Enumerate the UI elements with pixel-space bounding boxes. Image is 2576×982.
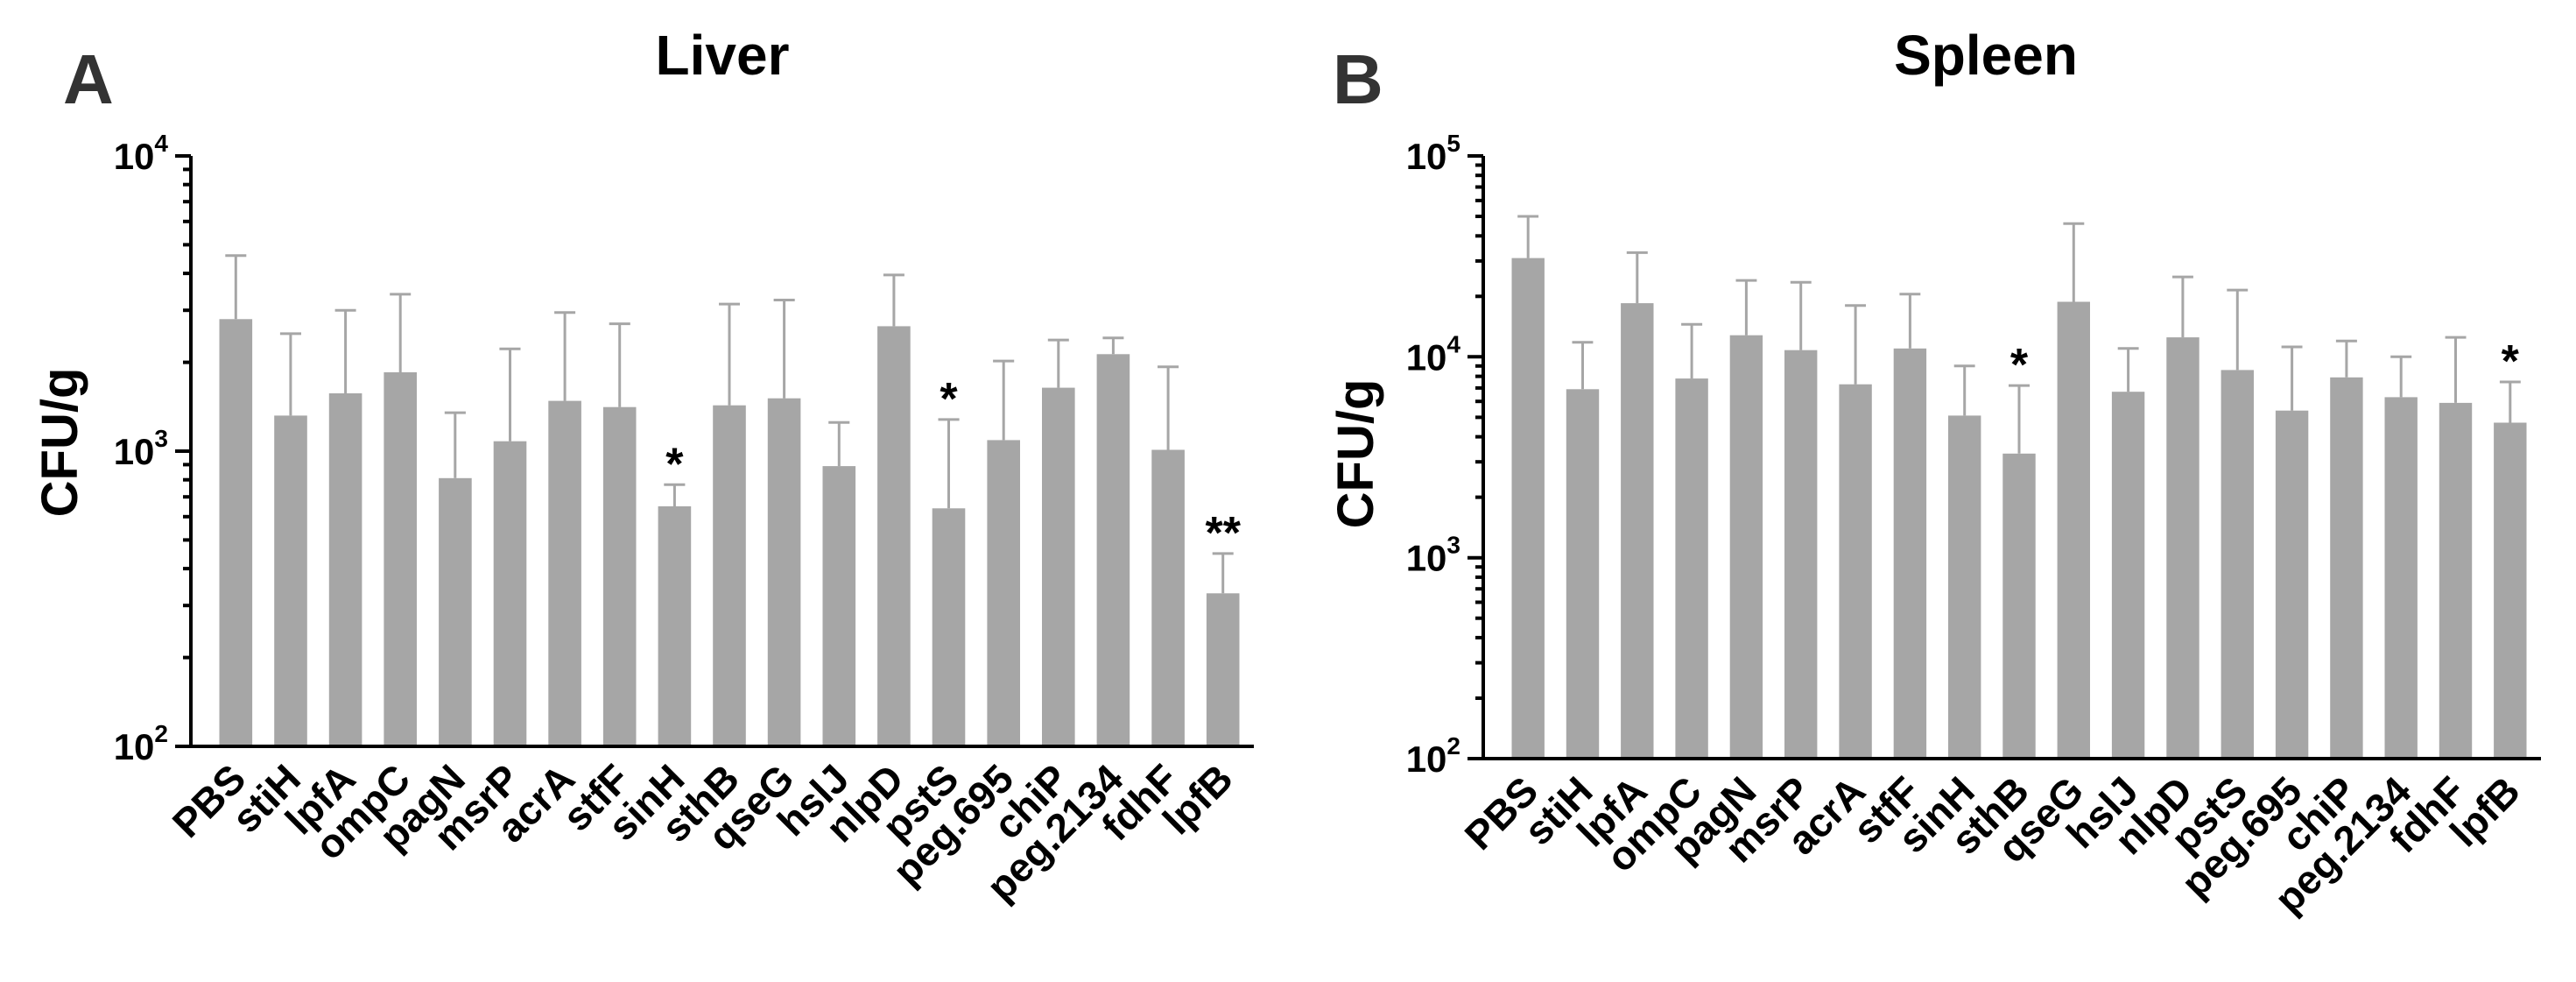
error-bar-liver-msrP [499,347,521,442]
error-bar-spleen-nlpD [2172,275,2193,338]
bar-spleen-pagN [1729,335,1763,759]
error-bar-spleen-stiH [1572,341,1594,390]
chart-title-liver: Liver [656,24,790,87]
error-bar-liver-hslJ [828,420,850,467]
bar-spleen-nlpD [2166,337,2199,759]
panel-letter-b: B [1333,40,1383,118]
error-bar-spleen-lpfA [1626,251,1648,304]
bar-liver-qseG [767,398,801,746]
y-tick-label-liver-10^4: 104 [114,130,169,177]
error-bar-liver-lpfB [1212,552,1234,594]
bar-spleen-fdhF [2439,402,2473,759]
bar-spleen-acrA [1839,384,1872,759]
error-bar-liver-sthB [719,302,740,406]
error-bar-liver-ompC [390,293,412,372]
significance-liver-sinH: * [665,439,684,490]
chart-title-spleen: Spleen [1894,24,2078,87]
bar-liver-pagN [439,477,472,746]
bar-liver-nlpD [877,326,911,746]
error-bar-liver-peg.2134 [1102,336,1124,355]
y-tick-label-spleen-10^5: 105 [1406,130,1460,177]
error-bar-spleen-lpfB [2499,380,2521,423]
error-bar-liver-chiP [1047,338,1069,388]
bar-spleen-chiP [2330,377,2363,759]
error-bar-liver-acrA [554,311,576,401]
panel-letter-a: A [63,40,114,118]
error-bar-spleen-PBS [1517,215,1539,258]
bar-spleen-PBS [1511,258,1545,759]
bar-spleen-ompC [1675,378,1708,759]
bar-liver-stiH [274,415,307,746]
error-bar-liver-qseG [773,299,795,399]
significance-spleen-sthB: * [2010,340,2029,391]
error-bar-spleen-msrP [1790,280,1812,350]
error-bar-spleen-qseG [2063,222,2085,302]
error-bar-spleen-fdhF [2445,336,2467,403]
y-tick-label-liver-10^2: 102 [114,720,168,767]
bar-liver-chiP [1042,387,1075,746]
error-bar-spleen-stfF [1899,293,1921,349]
bar-spleen-stiH [1566,389,1600,759]
error-bar-spleen-acrA [1845,304,1866,385]
bar-spleen-pstS [2221,370,2254,759]
bar-liver-stfF [602,406,637,746]
error-bar-spleen-sthB [2009,384,2030,454]
bar-liver-hslJ [822,466,856,746]
bar-spleen-peg.695 [2275,410,2309,759]
error-bar-liver-nlpD [883,273,904,327]
y-axis-title-spleen: CFU/g [1327,379,1384,529]
bar-spleen-hslJ [2111,392,2145,759]
error-bar-spleen-chiP [2335,339,2357,378]
panel-a: A Liver CFU/g PBSstiHlpfAompCpagNmsrPacr… [32,24,1254,909]
bar-spleen-lpfB [2494,422,2527,759]
error-bar-spleen-pagN [1735,279,1757,336]
significance-spleen-lpfB: * [2502,336,2520,387]
bar-liver-ompC [384,372,417,746]
bar-liver-pstS [932,508,966,746]
bar-spleen-qseG [2057,301,2090,759]
significance-liver-pstS: * [940,374,958,425]
bar-spleen-lpfA [1621,303,1654,759]
error-bar-liver-PBS [225,254,247,320]
error-bar-liver-stiH [279,332,301,416]
bar-liver-acrA [548,400,581,746]
bar-spleen-sinH [1948,415,1981,759]
bar-liver-msrP [493,441,527,746]
error-bar-liver-sinH [664,483,686,506]
bar-liver-peg.2134 [1096,354,1130,746]
bar-liver-PBS [219,319,253,746]
bar-spleen-sthB [2002,453,2036,759]
plot-area-liver: PBSstiHlpfAompCpagNmsrPacrAstfF*sinHsthB… [114,130,1254,909]
bar-spleen-msrP [1784,350,1818,759]
error-bar-liver-pagN [444,411,466,478]
plot-area-spleen: PBSstiHlpfAompCpagNmsrPacrAstfFsinH*sthB… [1406,130,2541,922]
error-bar-spleen-peg.2134 [2390,355,2412,398]
error-bar-spleen-hslJ [2117,347,2139,392]
y-tick-label-spleen-10^2: 102 [1406,732,1460,780]
error-bar-liver-fdhF [1158,365,1179,450]
error-bar-spleen-ompC [1681,322,1703,379]
bar-liver-fdhF [1151,449,1185,746]
bar-liver-lpfA [328,393,362,746]
error-bar-liver-stfF [609,322,630,407]
error-bar-spleen-pstS [2227,288,2249,371]
bar-liver-lpfB [1206,593,1240,746]
significance-liver-lpfB: ** [1205,508,1241,559]
error-bar-spleen-sinH [1953,364,1975,416]
y-tick-label-liver-10^3: 103 [114,425,168,472]
bar-liver-sthB [713,405,746,746]
bar-liver-peg.695 [987,440,1020,746]
y-tick-label-spleen-10^4: 104 [1406,330,1461,378]
error-bar-liver-lpfA [334,308,356,393]
y-axis-title-liver: CFU/g [32,368,88,518]
bar-liver-sinH [658,506,692,746]
bar-spleen-stfF [1893,348,1927,759]
panel-b: B Spleen CFU/g PBSstiHlpfAompCpagNmsrPac… [1327,24,2541,922]
error-bar-spleen-peg.695 [2281,345,2303,411]
error-bar-liver-pstS [938,418,960,509]
bar-spleen-peg.2134 [2384,397,2418,759]
y-tick-label-spleen-10^3: 103 [1406,532,1460,579]
error-bar-liver-peg.695 [993,359,1015,441]
